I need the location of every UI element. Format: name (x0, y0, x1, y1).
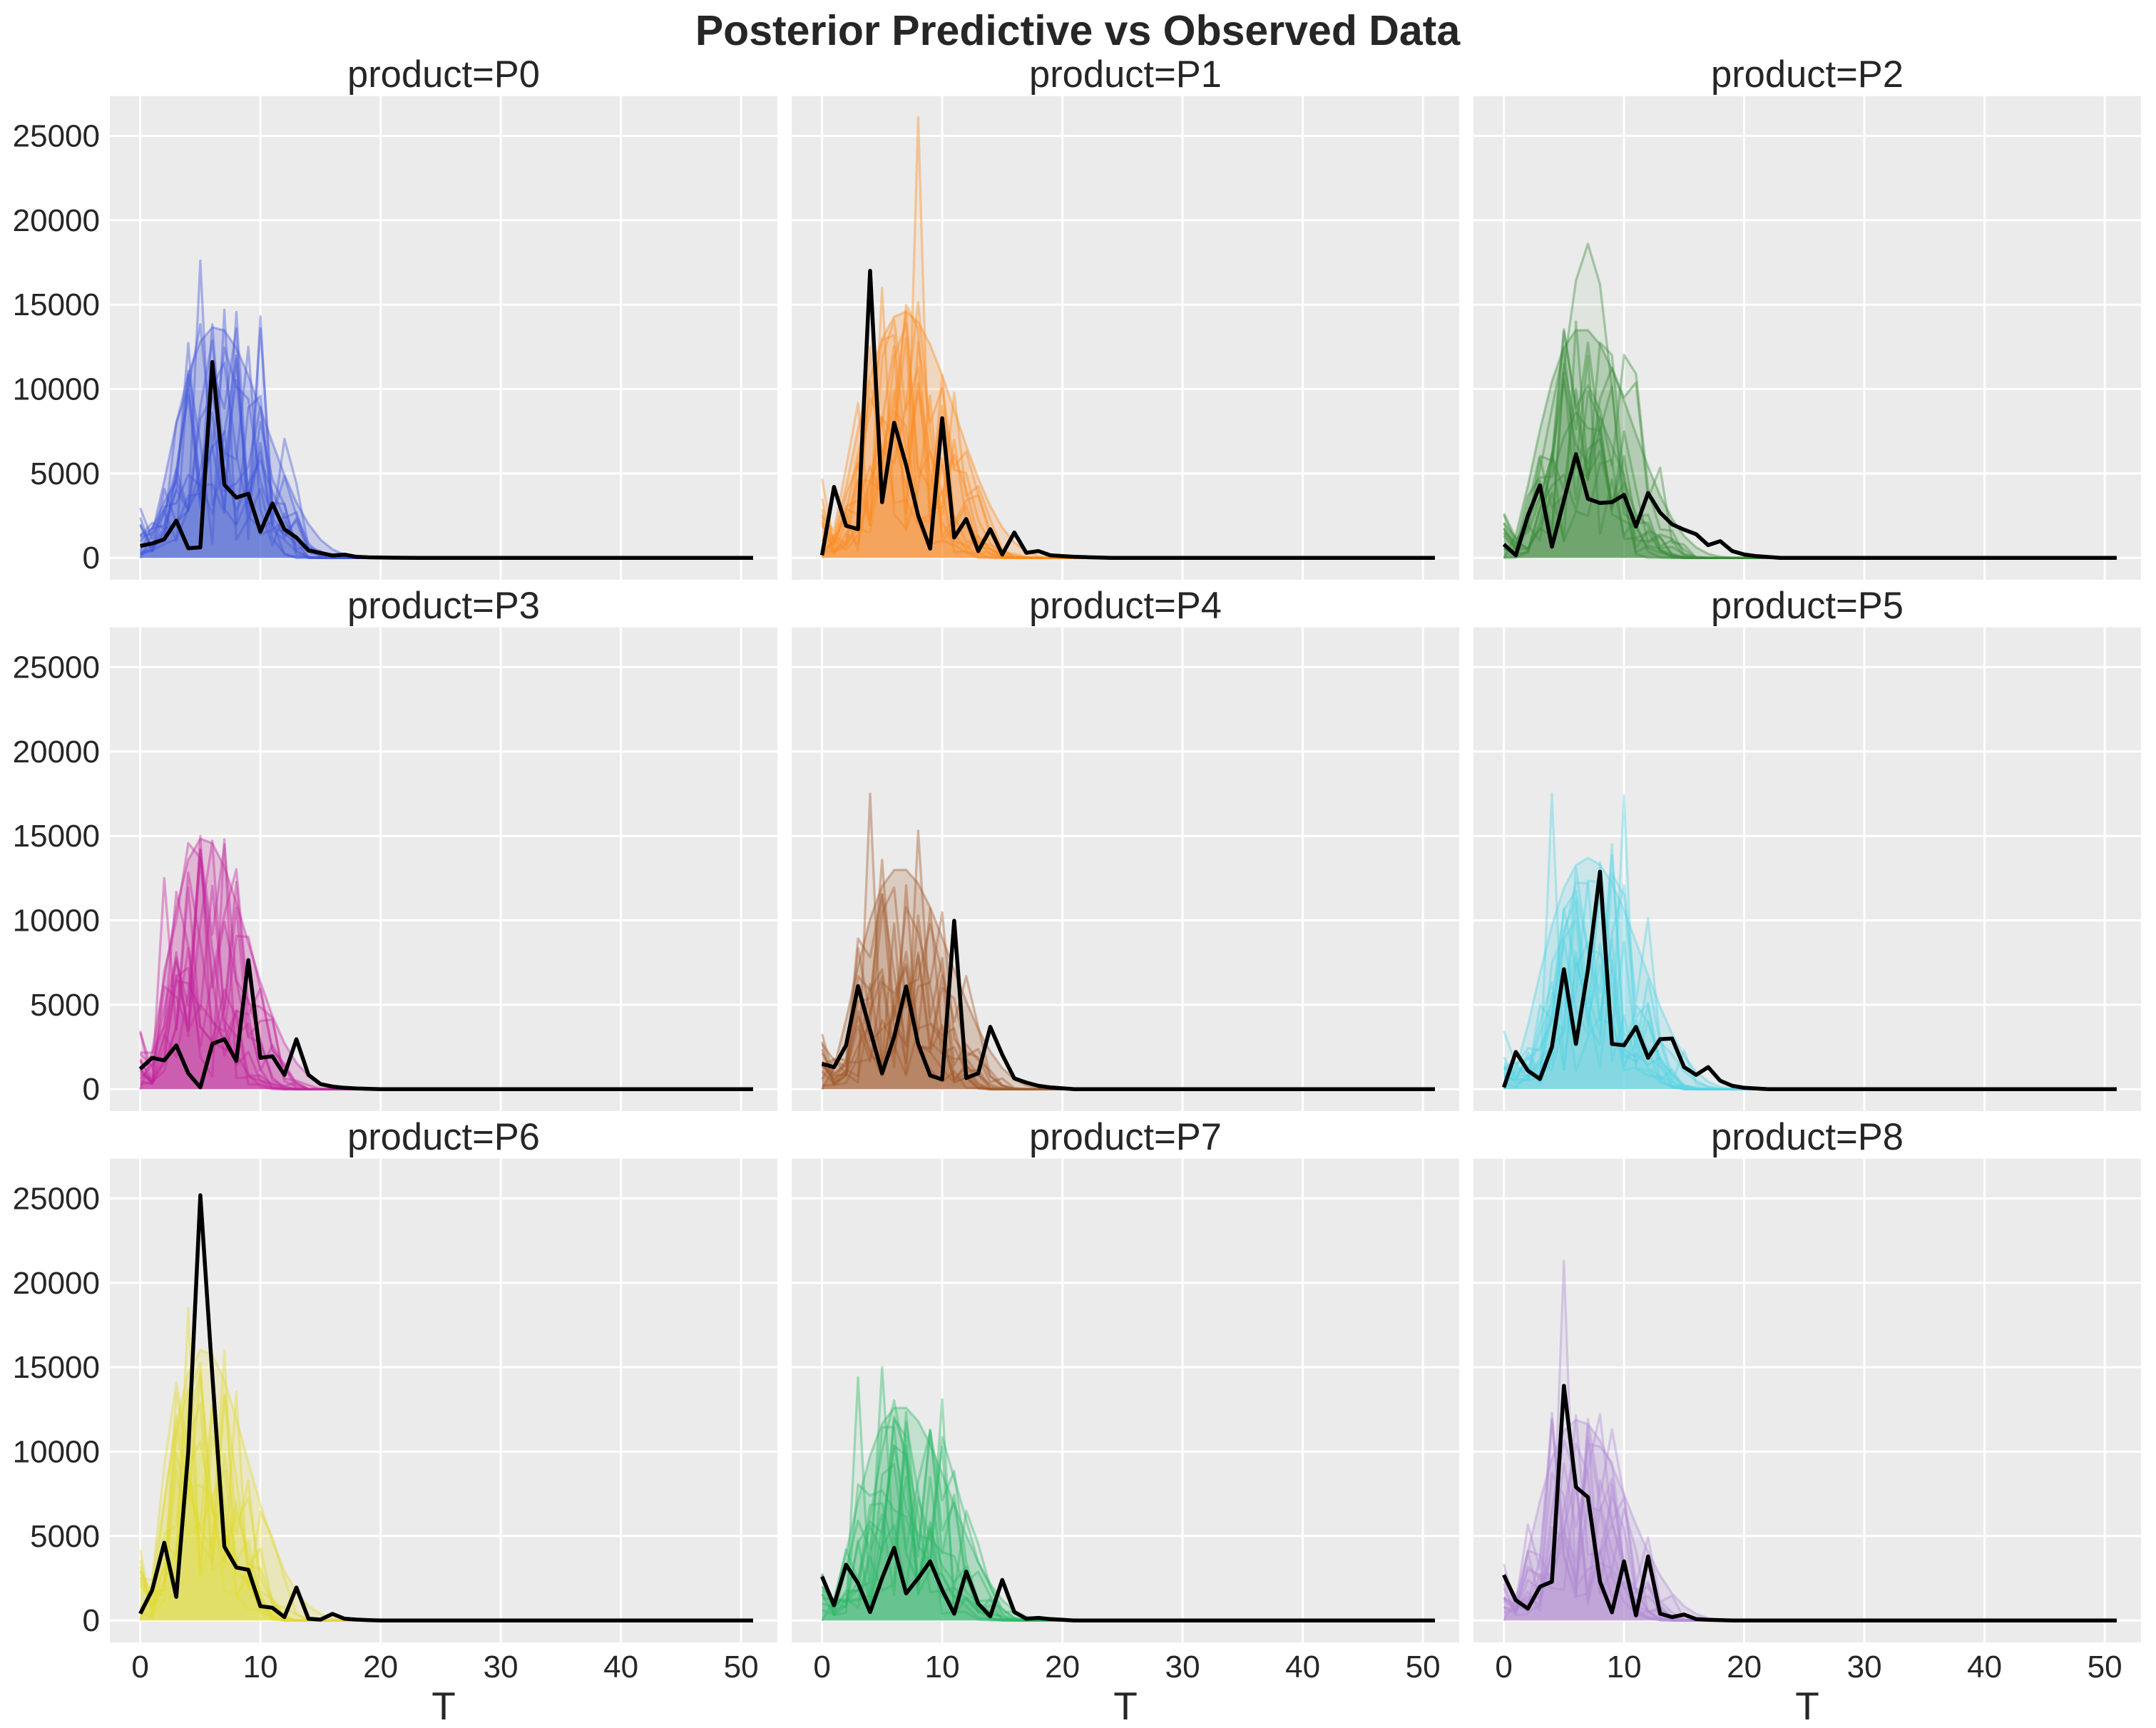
svg-text:product=P4: product=P4 (1029, 585, 1222, 627)
svg-text:product=P3: product=P3 (347, 585, 540, 627)
svg-text:0: 0 (83, 541, 100, 576)
svg-text:25000: 25000 (13, 650, 100, 685)
svg-text:0: 0 (131, 1650, 148, 1684)
svg-text:10: 10 (925, 1650, 960, 1684)
svg-text:20000: 20000 (13, 203, 100, 238)
svg-text:0: 0 (83, 1603, 100, 1638)
svg-text:10: 10 (1607, 1650, 1642, 1684)
svg-text:30: 30 (1847, 1650, 1882, 1684)
svg-text:Posterior Predictive vs Observ: Posterior Predictive vs Observed Data (695, 7, 1461, 54)
svg-text:15000: 15000 (13, 287, 100, 322)
svg-text:50: 50 (724, 1650, 759, 1684)
svg-text:20000: 20000 (13, 1266, 100, 1301)
svg-text:30: 30 (484, 1650, 518, 1684)
svg-text:20: 20 (1727, 1650, 1762, 1684)
svg-text:30: 30 (1165, 1650, 1200, 1684)
svg-text:product=P8: product=P8 (1711, 1116, 1904, 1158)
svg-text:T: T (431, 1684, 456, 1728)
svg-text:20: 20 (1045, 1650, 1080, 1684)
svg-text:10000: 10000 (13, 372, 100, 407)
svg-text:25000: 25000 (13, 119, 100, 154)
svg-text:5000: 5000 (30, 1519, 100, 1554)
svg-text:product=P6: product=P6 (347, 1116, 540, 1158)
svg-text:product=P1: product=P1 (1029, 53, 1222, 96)
svg-text:20000: 20000 (13, 735, 100, 770)
svg-text:0: 0 (1495, 1650, 1512, 1684)
svg-text:product=P7: product=P7 (1029, 1116, 1222, 1158)
svg-text:50: 50 (1406, 1650, 1441, 1684)
svg-text:0: 0 (813, 1650, 830, 1684)
svg-text:10000: 10000 (13, 904, 100, 939)
svg-text:15000: 15000 (13, 1350, 100, 1385)
svg-text:10000: 10000 (13, 1435, 100, 1470)
svg-text:T: T (1795, 1684, 1819, 1728)
svg-text:5000: 5000 (30, 988, 100, 1023)
svg-text:0: 0 (83, 1072, 100, 1107)
svg-text:40: 40 (1967, 1650, 2002, 1684)
svg-text:40: 40 (603, 1650, 638, 1684)
svg-text:10: 10 (243, 1650, 278, 1684)
svg-text:product=P5: product=P5 (1711, 585, 1904, 627)
svg-text:50: 50 (2088, 1650, 2122, 1684)
svg-text:product=P0: product=P0 (347, 53, 540, 96)
svg-text:15000: 15000 (13, 819, 100, 854)
svg-text:T: T (1113, 1684, 1138, 1728)
svg-text:25000: 25000 (13, 1181, 100, 1216)
svg-text:40: 40 (1285, 1650, 1320, 1684)
svg-text:5000: 5000 (30, 456, 100, 491)
svg-text:product=P2: product=P2 (1711, 53, 1904, 96)
svg-text:20: 20 (363, 1650, 398, 1684)
